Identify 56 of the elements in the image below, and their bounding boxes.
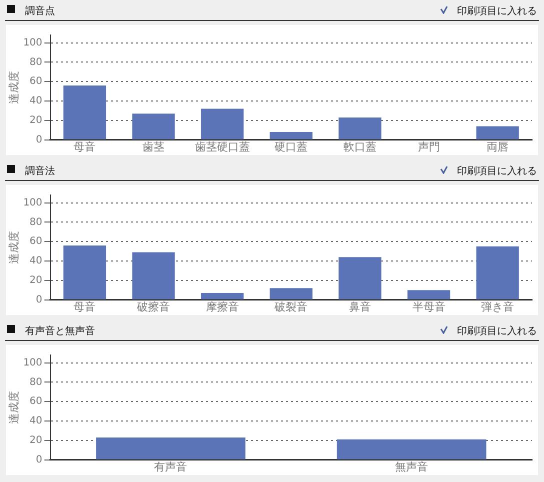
chart-title: 調音法 [25,164,55,178]
x-tick-label: 鼻音 [348,300,371,314]
bar [476,246,519,300]
y-tick-label: 20 [30,114,42,126]
x-tick-label: 母音 [74,140,96,154]
y-tick-label: 60 [30,396,42,408]
x-tick-label: 有声音 [154,460,188,474]
y-tick-label: 20 [30,274,42,286]
text: 印刷項目に入れる [457,324,537,338]
text: 印刷項目に入れる [457,4,537,18]
chart-title: 有声音と無声音 [25,324,95,338]
x-tick-label: 摩擦音 [206,300,239,314]
y-tick-label: 100 [23,357,42,368]
y-tick-label: 60 [30,76,42,88]
x-tick-label: 硬口蓋 [274,140,308,154]
bar [270,132,312,140]
y-tick-label: 60 [30,236,42,248]
bar [407,290,450,300]
bar [63,245,106,300]
bar [200,108,244,140]
x-tick-label: 歯茎硬口蓋 [194,140,250,154]
text: 印刷項目に入れる [457,164,537,178]
y-tick-label: 0 [36,294,42,306]
y-tick-label: 100 [23,197,42,208]
x-tick-label: 声門 [418,140,440,154]
bar [476,126,519,140]
y-tick-label: 0 [36,134,42,146]
y-axis-title: 達成度 [7,390,20,424]
x-tick-label: 弾き音 [481,300,514,314]
x-tick-label: 軟口蓋 [343,140,376,154]
bar [200,293,244,300]
y-tick-label: 100 [23,37,42,48]
chart-title: 調音点 [25,4,55,18]
y-tick-label: 80 [30,216,42,228]
y-axis-title: 達成度 [7,70,20,104]
x-tick-label: 両唇 [486,140,509,154]
bar [132,252,175,300]
y-tick-label: 80 [30,56,42,68]
y-tick-label: 0 [36,454,42,466]
y-tick-label: 20 [30,434,42,446]
x-tick-label: 無声音 [395,460,428,474]
bar [270,288,312,300]
y-axis-title: 達成度 [7,230,20,264]
y-tick-label: 40 [30,256,42,267]
bar [338,117,382,140]
x-tick-label: 歯茎 [142,140,165,154]
y-tick-label: 80 [30,376,42,388]
y-tick-label: 40 [30,96,42,107]
bar [338,257,382,300]
x-tick-label: 破擦音 [136,300,170,314]
x-tick-label: 母音 [74,300,96,314]
y-tick-label: 40 [30,416,42,427]
bar [132,114,175,140]
x-tick-label: 半母音 [412,300,446,314]
x-tick-label: 破裂音 [274,300,308,314]
bar [63,85,106,140]
